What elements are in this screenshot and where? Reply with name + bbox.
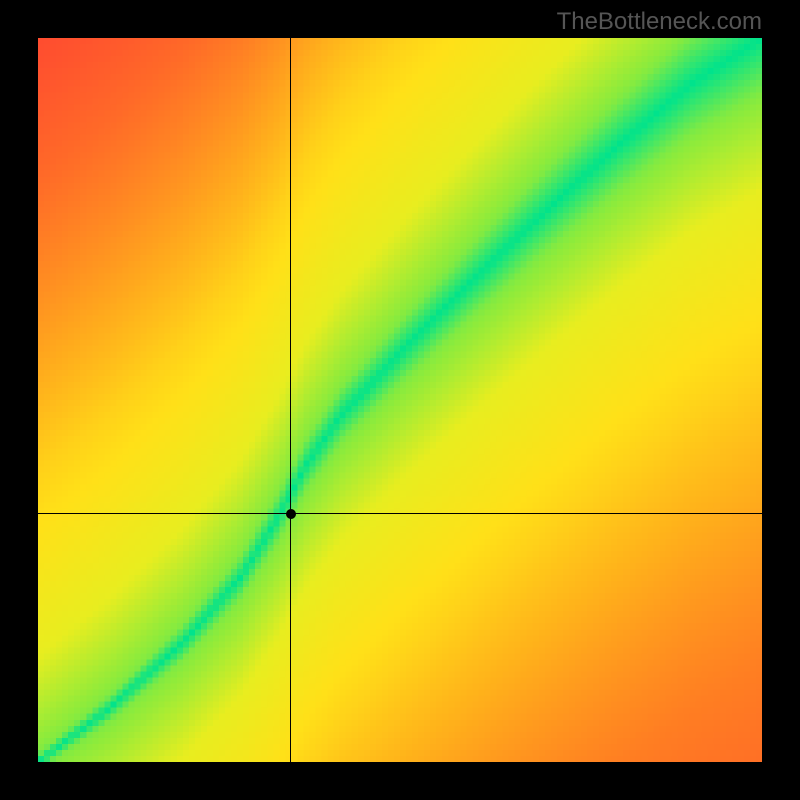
crosshair-vertical: [290, 38, 291, 762]
crosshair-horizontal: [38, 513, 762, 514]
watermark-text: TheBottleneck.com: [557, 8, 762, 36]
chart-container: TheBottleneck.com: [0, 0, 800, 800]
crosshair-dot: [286, 509, 296, 519]
bottleneck-heatmap: [38, 38, 762, 762]
